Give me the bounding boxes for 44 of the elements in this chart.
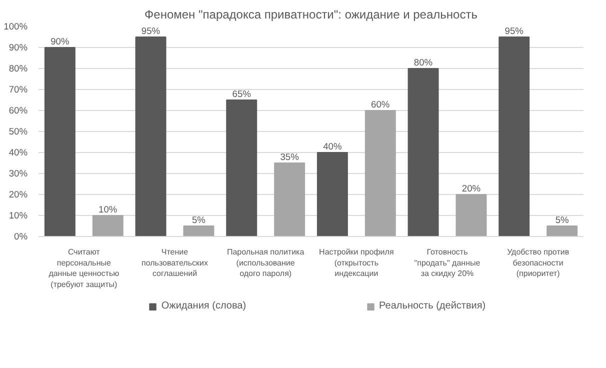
y-tick-label: 40%	[8, 148, 28, 158]
bar	[274, 162, 306, 236]
x-tick-label: Готовность "продать" данные за скидку 20%	[414, 248, 481, 278]
bar	[135, 36, 166, 236]
data-label: 65%	[232, 89, 251, 99]
data-label: 95%	[141, 26, 160, 36]
y-tick-label: 50%	[8, 126, 28, 136]
x-tick-label: Парольная политика (использование одого пароля)	[226, 248, 305, 278]
data-label: 20%	[462, 184, 481, 194]
y-tick-label: 80%	[8, 64, 28, 74]
data-label: 35%	[280, 152, 299, 162]
data-label: 90%	[50, 36, 70, 46]
data-label: 95%	[504, 26, 524, 36]
data-label: 5%	[192, 215, 206, 225]
bar	[364, 110, 396, 236]
bar	[316, 152, 348, 236]
legend-label: Ожидания (слова)	[161, 300, 246, 312]
data-label: 60%	[371, 100, 390, 110]
x-tick-label: Настройки профиля (открытость индексации	[319, 248, 394, 278]
bar	[456, 194, 487, 236]
x-tick-label: Чтение пользовательских соглашений	[142, 248, 208, 278]
chart-title: Феномен "парадокса приватности": ожидание и реальность	[144, 8, 478, 22]
y-tick-label: 60%	[8, 106, 28, 116]
bar	[183, 226, 214, 236]
x-tick-label: Удобство против безопасности (приоритет)	[507, 248, 570, 278]
y-tick-label: 10%	[8, 210, 28, 220]
y-tick-label: 90%	[8, 42, 28, 52]
y-tick-label: 0%	[14, 232, 28, 242]
y-tick-label: 100%	[4, 22, 28, 32]
bar	[408, 68, 439, 236]
data-label: 80%	[414, 58, 433, 68]
y-tick-label: 70%	[8, 84, 28, 94]
y-tick-label: 30%	[8, 168, 28, 178]
bar	[546, 226, 578, 236]
bar	[92, 215, 124, 236]
data-label: 5%	[555, 215, 569, 225]
bar	[226, 100, 258, 236]
bar	[498, 36, 530, 236]
legend-label: Реальность (действия)	[379, 300, 486, 312]
data-label: 40%	[323, 142, 342, 152]
x-tick-label: Считают персональные данные ценностью (требуют защиты)	[48, 248, 120, 289]
bar	[44, 47, 76, 236]
y-tick-label: 20%	[8, 190, 28, 200]
data-label: 10%	[98, 204, 118, 214]
